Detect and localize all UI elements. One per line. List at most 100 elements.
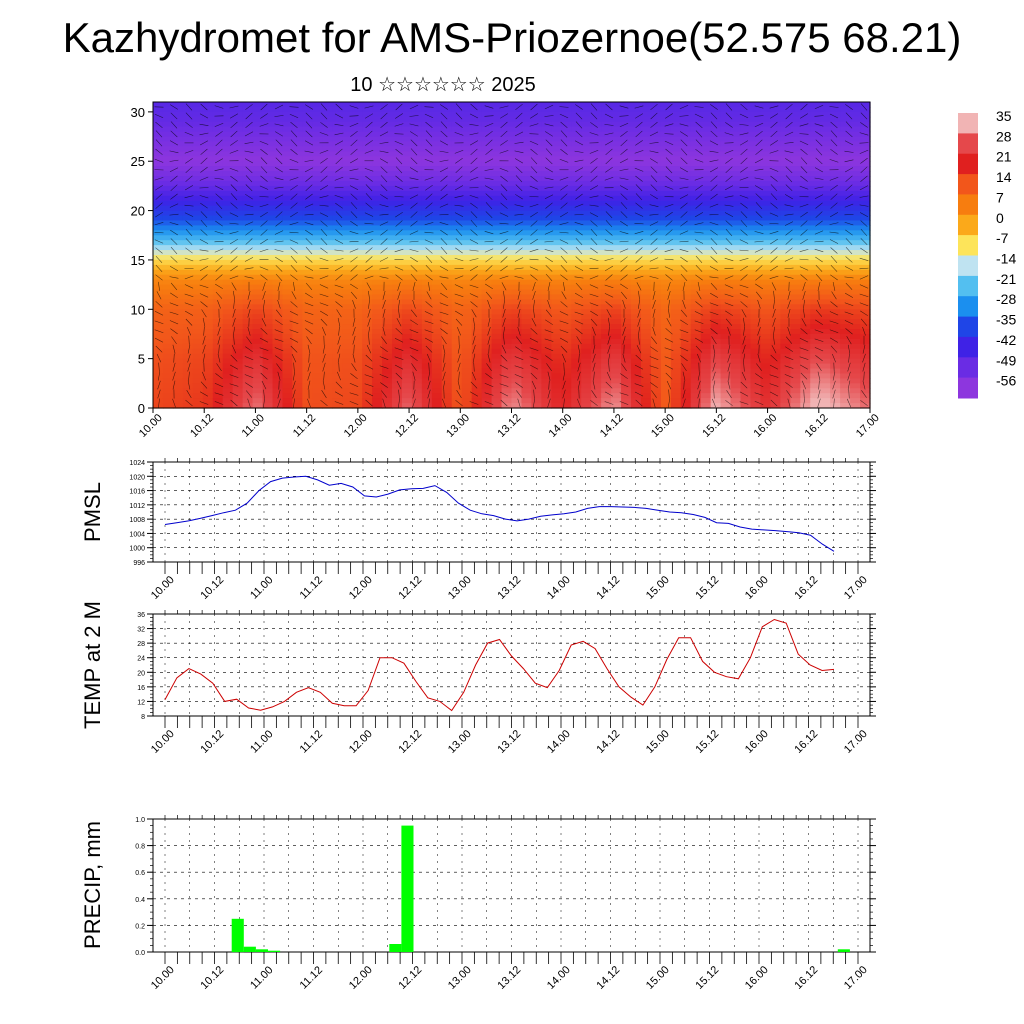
heatmap-cell xyxy=(770,126,781,133)
heatmap-cell xyxy=(501,388,513,394)
heatmap-cell xyxy=(372,151,383,157)
wind-arrow xyxy=(155,211,163,218)
heatmap-cell xyxy=(760,116,772,123)
heatmap-cell xyxy=(242,398,254,404)
heatmap-cell xyxy=(750,195,762,202)
heatmap-cell xyxy=(591,200,602,207)
heatmap-cell xyxy=(272,348,284,355)
heatmap-cell xyxy=(571,368,582,375)
heatmap-cell xyxy=(770,333,781,340)
heatmap-cell xyxy=(670,333,682,340)
heatmap-cell xyxy=(860,176,871,182)
heatmap-cell xyxy=(282,348,294,355)
heatmap-cell xyxy=(720,309,732,315)
heatmap-cell xyxy=(411,403,423,409)
wind-arrow xyxy=(350,211,358,219)
heatmap-cell xyxy=(820,102,831,108)
heatmap-cell xyxy=(561,279,572,286)
heatmap-cell xyxy=(700,166,712,172)
heatmap-cell xyxy=(212,348,224,355)
heatmap-cell xyxy=(660,274,672,281)
heatmap-cell xyxy=(312,250,323,256)
heatmap-cell xyxy=(860,358,871,365)
heatmap-cell xyxy=(262,166,274,172)
heatmap-cell xyxy=(830,289,841,296)
heatmap-cell xyxy=(491,383,503,389)
heatmap-cell xyxy=(571,106,582,113)
heatmap-cell xyxy=(451,304,463,310)
heatmap-cell xyxy=(650,220,662,226)
heatmap-cell xyxy=(262,146,274,152)
heatmap-cell xyxy=(431,269,443,276)
heatmap-cell xyxy=(750,220,762,226)
heatmap-cell xyxy=(153,161,164,167)
heatmap-cell xyxy=(690,171,702,177)
heatmap-cell xyxy=(541,151,552,157)
heatmap-cell xyxy=(700,210,712,217)
heatmap-cell xyxy=(471,245,483,251)
heatmap-cell xyxy=(571,274,582,281)
heatmap-cell xyxy=(710,353,722,360)
heatmap-cell xyxy=(372,235,383,241)
heatmap-cell xyxy=(342,131,353,138)
heatmap-cell xyxy=(760,294,772,301)
heatmap-cell xyxy=(352,102,363,108)
heatmap-cell xyxy=(372,264,383,271)
heatmap-cell xyxy=(830,279,841,286)
heatmap-cell xyxy=(521,190,533,197)
heatmap-cell xyxy=(820,240,831,246)
wind-arrow xyxy=(231,282,237,291)
heatmap-cell xyxy=(262,304,274,310)
heatmap-cell xyxy=(192,250,204,256)
heatmap-cell xyxy=(421,136,433,143)
heatmap-cell xyxy=(491,171,503,177)
heatmap-cell xyxy=(252,106,264,113)
heatmap-cell xyxy=(860,309,871,315)
heatmap-cell xyxy=(631,176,642,182)
wind-arrow xyxy=(260,229,268,236)
wind-arrow xyxy=(154,158,164,163)
heatmap-cell xyxy=(192,180,204,187)
heatmap-cell xyxy=(411,348,423,355)
heatmap-cell xyxy=(850,141,861,148)
heatmap-cell xyxy=(302,180,313,187)
heatmap-cell xyxy=(670,245,682,251)
heatmap-cell xyxy=(162,363,174,370)
heatmap-cell xyxy=(640,353,652,360)
heatmap-cell xyxy=(511,185,523,192)
heatmap-cell xyxy=(252,255,264,261)
heatmap-cell xyxy=(531,343,542,350)
heatmap-cell xyxy=(362,398,373,404)
heatmap-cell xyxy=(242,195,254,202)
heatmap-cell xyxy=(292,333,303,340)
heatmap-cell xyxy=(481,151,493,157)
heatmap-cell xyxy=(153,304,164,310)
heatmap-cell xyxy=(780,215,791,222)
heatmap-cell xyxy=(810,274,821,281)
heatmap-cell xyxy=(820,190,831,197)
heatmap-cell xyxy=(770,250,781,256)
heatmap-cell xyxy=(242,329,254,335)
heatmap-cell xyxy=(670,195,682,202)
heatmap-cell xyxy=(650,333,662,340)
heatmap-cell xyxy=(292,319,303,325)
heatmap-cell xyxy=(162,190,174,197)
heatmap-cell xyxy=(222,245,234,251)
heatmap-cell xyxy=(820,324,831,330)
heatmap-cell xyxy=(621,225,632,231)
heatmap-cell xyxy=(810,220,821,226)
heatmap-cell xyxy=(780,185,791,192)
heatmap-cell xyxy=(252,180,264,187)
heatmap-cell xyxy=(541,136,552,143)
heatmap-cell xyxy=(153,314,164,320)
heatmap-cell xyxy=(292,393,303,399)
heatmap-cell xyxy=(760,200,772,207)
heatmap-cell xyxy=(471,314,483,320)
heatmap-cell xyxy=(770,235,781,241)
heatmap-cell xyxy=(591,180,602,187)
heatmap-cell xyxy=(362,225,373,231)
heatmap-cell xyxy=(222,378,234,384)
heatmap-cell xyxy=(680,255,692,261)
heatmap-cell xyxy=(760,225,772,231)
heatmap-cell xyxy=(282,220,294,226)
